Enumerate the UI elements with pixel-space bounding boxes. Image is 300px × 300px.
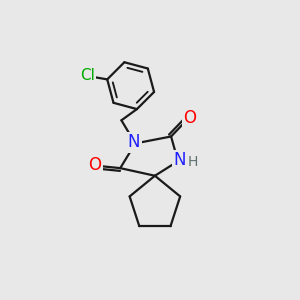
Text: O: O <box>88 156 101 174</box>
Text: N: N <box>173 151 185 169</box>
Text: Cl: Cl <box>80 68 95 83</box>
Text: N: N <box>128 133 140 151</box>
Text: O: O <box>183 110 196 128</box>
Text: H: H <box>188 155 198 169</box>
